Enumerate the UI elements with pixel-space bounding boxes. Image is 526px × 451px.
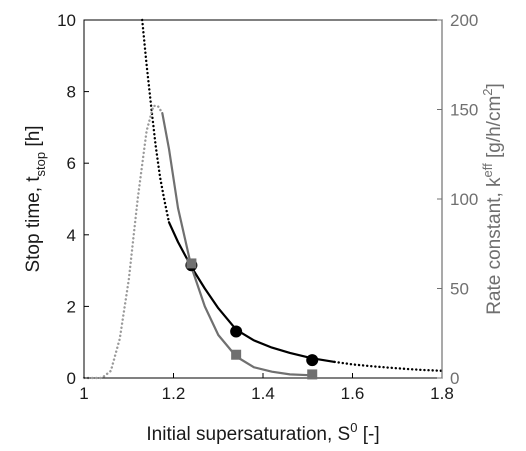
points-layer: [185, 258, 319, 380]
x-tick-label: 1.4: [251, 384, 275, 403]
y-right-tick-label: 0: [450, 369, 459, 388]
data-point-stop-time-2: [306, 354, 319, 367]
x-tick-label: 1: [79, 384, 88, 403]
x-tick-label: 1.8: [430, 384, 454, 403]
series-line-left-solid-1: [167, 221, 336, 363]
data-point-rate-constant-3: [186, 258, 197, 269]
series-line-right-dotted-3: [82, 104, 164, 380]
y-right-tick-label: 50: [450, 280, 469, 299]
y-right-tick-label: 150: [450, 101, 478, 120]
y-axis-right-title: Rate constant, keff [g/h/cm2]: [480, 83, 505, 315]
series-line-right-solid-4: [161, 111, 314, 377]
series-line-left-dotted-0: [140, 18, 171, 224]
y-left-tick-label: 8: [67, 83, 76, 102]
y-axis-left-title: Stop time, tstop [h]: [23, 125, 48, 272]
data-point-rate-constant-5: [307, 369, 318, 380]
ticks-layer: [83, 19, 443, 379]
plot-frame: [83, 19, 443, 379]
plot-area: [83, 19, 443, 379]
data-point-rate-constant-4: [231, 349, 242, 360]
y-left-tick-label: 2: [67, 297, 76, 316]
data-point-stop-time-1: [230, 325, 243, 338]
x-tick-label: 1.2: [162, 384, 186, 403]
x-tick-label: 1.6: [341, 384, 365, 403]
x-axis-title: Initial supersaturation, S0 [-]: [146, 420, 379, 445]
y-left-tick-label: 10: [57, 11, 76, 30]
y-right-tick-label: 200: [450, 11, 478, 30]
y-left-tick-label: 0: [67, 369, 76, 388]
y-left-tick-label: 6: [67, 154, 76, 173]
series-layer: [82, 18, 444, 380]
y-left-tick-label: 4: [67, 226, 76, 245]
series-line-left-dotted-2: [333, 360, 444, 372]
y-right-tick-label: 100: [450, 190, 478, 209]
